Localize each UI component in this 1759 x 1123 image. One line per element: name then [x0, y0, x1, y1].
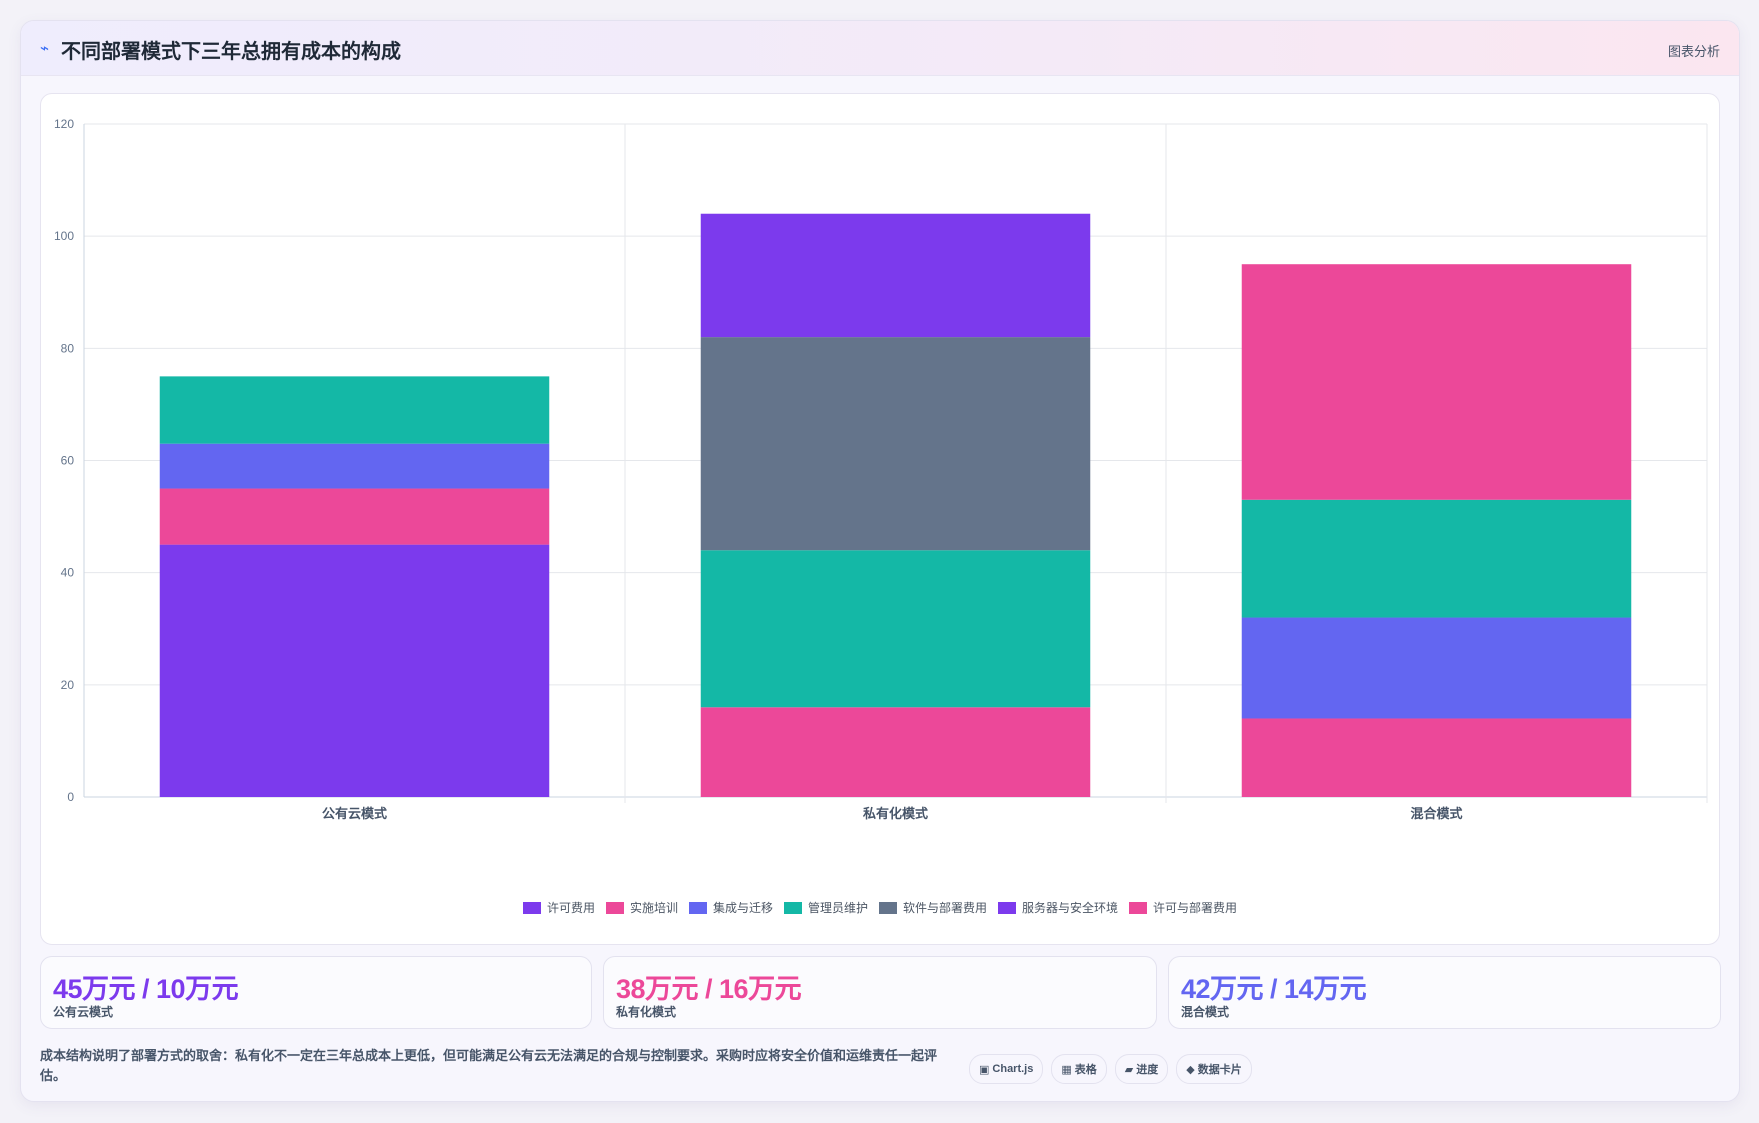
table-icon: ▦: [1061, 1063, 1072, 1076]
chart-analysis-link[interactable]: 图表分析: [1667, 44, 1720, 59]
legend-label: 集成与迁移: [712, 901, 773, 915]
stat-label: 私有化模式: [616, 1005, 677, 1019]
card-header: ⌁ 不同部署模式下三年总拥有成本的构成 图表分析: [21, 21, 1739, 76]
bar-segment: [1241, 499, 1632, 618]
legend-swatch: [879, 901, 897, 914]
x-tick-label: 私有化模式: [863, 806, 928, 821]
y-tick-label: 0: [67, 790, 74, 804]
chart-title: 不同部署模式下三年总拥有成本的构成: [61, 41, 401, 63]
bolt-icon: ⌁: [40, 40, 50, 57]
legend-swatch: [1129, 901, 1148, 914]
bar-segment: [700, 337, 1091, 551]
stacked-bar-chart: 0 20 40 60 80 100 120 公有云模式 私有化模式 混合模式: [54, 117, 1708, 821]
legend-item[interactable]: 管理员维护: [783, 899, 868, 916]
tag-progress[interactable]: ▰ 进度: [1114, 1054, 1169, 1084]
y-tick-label: 60: [61, 454, 75, 468]
legend-swatch: [522, 901, 541, 914]
legend-item[interactable]: 软件与部署费用: [879, 899, 987, 916]
y-tick-label: 120: [54, 117, 74, 131]
y-tick-label: 100: [54, 229, 74, 243]
legend-label: 许可与部署费用: [1153, 901, 1238, 915]
bar-segment: [159, 376, 550, 444]
bar-segment: [159, 488, 550, 545]
diamond-icon: ◆: [1186, 1063, 1195, 1076]
stat-value: 45万元 / 10万元: [53, 974, 239, 1004]
legend-label: 许可费用: [546, 901, 595, 915]
tag-label: Chart.js: [992, 1063, 1034, 1075]
stat-card-public-cloud: 45万元 / 10万元 公有云模式: [40, 956, 592, 1029]
stat-value: 38万元 / 16万元: [616, 974, 802, 1004]
tag-label: 表格: [1074, 1064, 1097, 1076]
bar-segment: [1241, 264, 1632, 500]
chart-legend: 许可费用 实施培训 集成与迁移 管理员维护 软件与部署费用 服务器与安全环境 许可与部署费用: [41, 899, 1719, 916]
legend-swatch: [783, 901, 802, 914]
bar-segment: [700, 213, 1091, 338]
chart-card: ⌁ 不同部署模式下三年总拥有成本的构成 图表分析 0 20 40 60 80 100 120…: [20, 20, 1740, 1102]
stat-label: 混合模式: [1181, 1005, 1230, 1019]
bar-segment: [159, 544, 550, 797]
tag-chartjs[interactable]: ▣ Chart.js: [969, 1054, 1044, 1084]
stat-card-private: 38万元 / 16万元 私有化模式: [603, 956, 1157, 1029]
bar-segment: [700, 550, 1091, 708]
legend-label: 服务器与安全环境: [1022, 901, 1119, 915]
tag-list: ▣ Chart.js ▦ 表格 ▰ 进度 ◆ 数据卡片: [969, 1054, 1252, 1084]
legend-item[interactable]: 许可与部署费用: [1129, 899, 1237, 916]
legend-label: 实施培训: [629, 901, 678, 915]
legend-item[interactable]: 实施培训: [605, 899, 678, 916]
legend-item[interactable]: 许可费用: [522, 899, 595, 916]
legend-label: 软件与部署费用: [903, 901, 988, 915]
legend-item[interactable]: 集成与迁移: [688, 899, 773, 916]
tag-label: 进度: [1136, 1064, 1159, 1076]
tag-table[interactable]: ▦ 表格: [1051, 1054, 1107, 1084]
bar-segment: [159, 443, 550, 489]
stat-card-hybrid: 42万元 / 14万元 混合模式: [1168, 956, 1721, 1029]
tag-label: 数据卡片: [1197, 1064, 1242, 1076]
legend-swatch: [998, 901, 1017, 914]
bar-segment: [700, 707, 1091, 797]
bar-segment: [1241, 718, 1632, 797]
legend-swatch: [605, 901, 624, 914]
y-tick-label: 20: [61, 678, 75, 692]
y-tick-label: 80: [61, 341, 75, 355]
stat-label: 公有云模式: [53, 1005, 114, 1019]
legend-swatch: [688, 901, 707, 914]
stat-value: 42万元 / 14万元: [1181, 974, 1367, 1004]
x-tick-label: 混合模式: [1410, 806, 1462, 821]
bar-segment: [1241, 617, 1632, 719]
chart-panel: 0 20 40 60 80 100 120 公有云模式 私有化模式 混合模式 许可费用 实施培训 集成…: [40, 93, 1720, 945]
x-tick-label: 公有云模式: [322, 806, 387, 821]
y-tick-label: 40: [61, 566, 75, 580]
chart-footnote: 成本结构说明了部署方式的取舍：私有化不一定在三年总成本上更低，但可能满足公有云无…: [40, 1048, 938, 1083]
legend-item[interactable]: 服务器与安全环境: [998, 899, 1118, 916]
tag-data-card[interactable]: ◆ 数据卡片: [1176, 1054, 1252, 1084]
legend-label: 管理员维护: [807, 901, 868, 915]
chart-icon: ▣: [979, 1063, 990, 1076]
progress-icon: ▰: [1124, 1063, 1134, 1076]
